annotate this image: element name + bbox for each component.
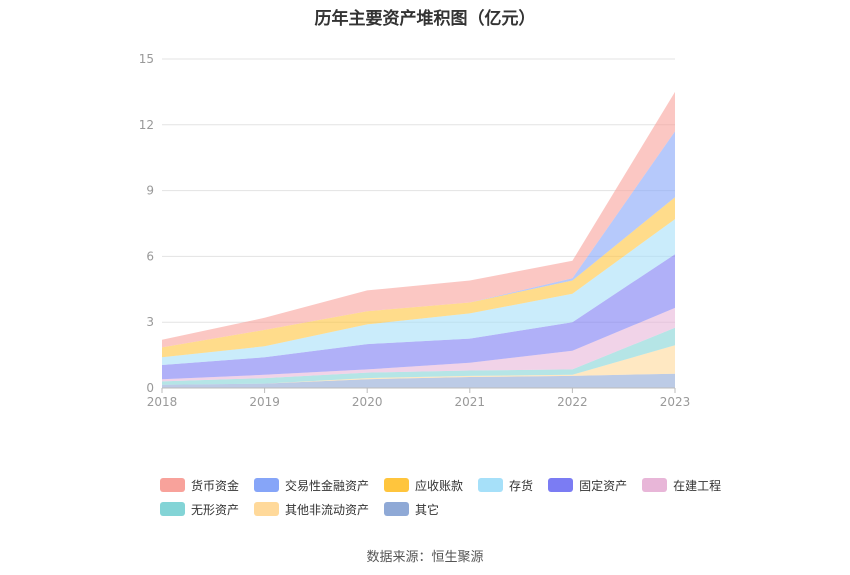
legend-label: 存货 bbox=[509, 478, 534, 493]
legend-swatch bbox=[254, 502, 280, 516]
y-tick-label: 12 bbox=[139, 118, 154, 132]
area-series-3[interactable] bbox=[162, 307, 675, 382]
legend-swatch bbox=[160, 502, 185, 516]
y-tick-label: 0 bbox=[146, 381, 154, 395]
y-tick-label: 3 bbox=[146, 315, 154, 329]
legend-label: 交易性金融资产 bbox=[285, 478, 370, 493]
stacked-area-chart: 0 3 6 9 12 15 2018 2019 2020 2021 2022 2023 bbox=[139, 52, 691, 409]
x-tick-label: 2019 bbox=[249, 395, 280, 409]
area-series-4[interactable] bbox=[162, 254, 675, 380]
area-series-8[interactable] bbox=[162, 91, 675, 348]
legend-item[interactable]: 交易性金融资产 bbox=[254, 477, 369, 494]
legend-item[interactable]: 固定资产 bbox=[548, 477, 627, 494]
x-tick-label: 2022 bbox=[557, 395, 588, 409]
x-tick-label: 2018 bbox=[147, 395, 178, 409]
area-series-2[interactable] bbox=[162, 327, 675, 385]
x-tick-label: 2021 bbox=[455, 395, 486, 409]
legend-item[interactable]: 存货 bbox=[478, 477, 533, 494]
legend-item[interactable]: 应收账款 bbox=[384, 477, 463, 494]
area-series-6[interactable] bbox=[162, 197, 675, 358]
area-series-5[interactable] bbox=[162, 219, 675, 365]
legend-swatch bbox=[384, 478, 410, 492]
legend-item[interactable]: 货币资金 bbox=[160, 477, 239, 494]
legend-swatch bbox=[642, 478, 668, 492]
legend-item[interactable]: 在建工程 bbox=[642, 477, 721, 494]
area-series-group bbox=[162, 91, 675, 388]
area-series-0[interactable] bbox=[162, 373, 675, 388]
legend-item[interactable]: 无形资产 bbox=[160, 501, 239, 518]
axes: 0 3 6 9 12 15 2018 2019 2020 2021 2022 2023 bbox=[139, 52, 691, 409]
y-tick-label: 9 bbox=[146, 184, 154, 198]
legend-label: 其它 bbox=[415, 502, 440, 517]
legend-row: 货币资金 交易性金融资产 应收账款 存货 固定资产 在建工程 bbox=[160, 473, 721, 497]
y-tick-label: 15 bbox=[139, 52, 154, 66]
legend-label: 应收账款 bbox=[415, 478, 464, 493]
legend-item[interactable]: 其他非流动资产 bbox=[254, 501, 369, 518]
legend-swatch bbox=[384, 502, 410, 516]
legend-row: 无形资产 其他非流动资产 其它 bbox=[160, 497, 720, 521]
legend-label: 货币资金 bbox=[191, 478, 240, 493]
legend-label: 固定资产 bbox=[579, 478, 628, 493]
legend-swatch bbox=[160, 478, 185, 492]
legend-label: 其他非流动资产 bbox=[285, 502, 370, 517]
legend-swatch bbox=[548, 478, 574, 492]
x-tick-label: 2023 bbox=[660, 395, 691, 409]
legend-swatch bbox=[254, 478, 280, 492]
legend-swatch bbox=[478, 478, 504, 492]
x-tick-label: 2020 bbox=[352, 395, 383, 409]
legend-label: 无形资产 bbox=[191, 502, 240, 517]
y-tick-label: 6 bbox=[146, 249, 154, 263]
chart-title: 历年主要资产堆积图（亿元） bbox=[314, 9, 536, 29]
legend: 货币资金 交易性金融资产 应收账款 存货 固定资产 在建工程 无形资产 其他非流动资产 其它 bbox=[160, 473, 721, 521]
data-source-note: 数据来源：恒生聚源 bbox=[366, 550, 484, 565]
legend-item[interactable]: 其它 bbox=[384, 501, 439, 518]
legend-label: 在建工程 bbox=[673, 478, 722, 493]
